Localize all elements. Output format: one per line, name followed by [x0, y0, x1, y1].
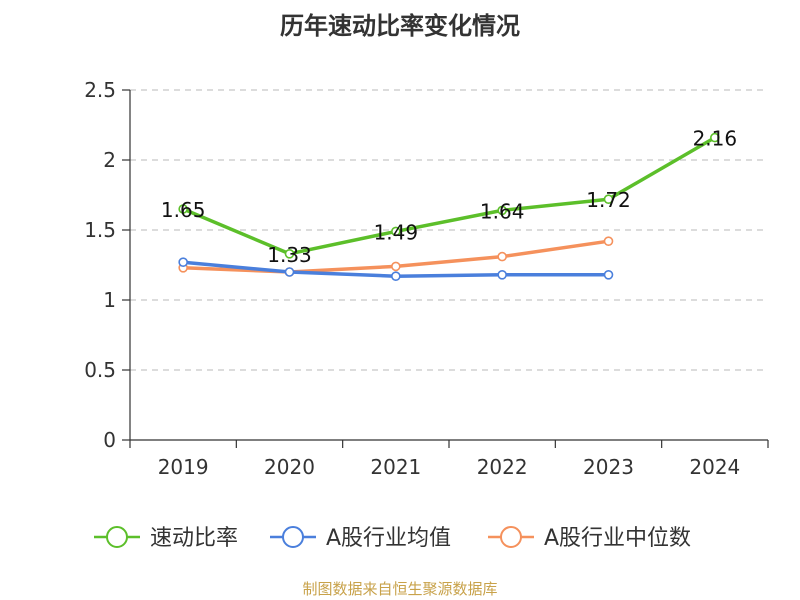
y-tick-label: 0.5 [84, 358, 116, 382]
data-label: 1.65 [161, 198, 206, 222]
grid [130, 89, 768, 371]
series-line-0 [182, 136, 716, 256]
legend-item-2[interactable]: A股行业中位数 [488, 526, 691, 551]
data-point[interactable] [710, 132, 720, 143]
legend-item-0[interactable]: 速动比率 [94, 526, 238, 551]
series-group [178, 132, 720, 282]
x-tick-label: 2021 [370, 455, 421, 479]
legend-item-1[interactable]: A股行业均值 [270, 526, 451, 551]
data-point[interactable] [391, 261, 401, 272]
data-point[interactable] [603, 194, 614, 204]
data-label: 1.49 [374, 220, 419, 244]
data-point[interactable] [284, 267, 295, 277]
legend-label: 速动比率 [150, 526, 238, 551]
data-point[interactable] [497, 205, 507, 216]
data-point[interactable] [391, 226, 401, 237]
data-label: 2.16 [693, 127, 738, 151]
x-tick-label: 2023 [583, 455, 634, 479]
data-labels: 1.65 1.33 1.49 1.64 1.72 2.16 [161, 127, 737, 267]
data-point[interactable] [391, 271, 401, 282]
y-tick-label: 1.5 [84, 218, 116, 242]
data-point[interactable] [603, 236, 614, 246]
y-tick-label: 0 [103, 428, 116, 452]
legend-swatch-marker [500, 526, 522, 548]
data-label: 1.64 [480, 199, 525, 223]
y-tick-label: 2 [103, 148, 116, 172]
legend[interactable]: 速动比率 A股行业均值 A股行业中位数 [94, 526, 691, 551]
data-point[interactable] [603, 269, 614, 280]
x-tick-label: 2022 [477, 455, 528, 479]
source-note: 制图数据来自恒生聚源数据库 [302, 580, 497, 598]
legend-label: A股行业均值 [326, 526, 451, 551]
legend-swatch-marker [282, 526, 304, 548]
legend-swatch-marker [106, 526, 128, 548]
axes: 0 0.5 1 1.5 2 2.5 2019 2020 2021 2022 2023 2024 [84, 78, 769, 479]
data-point[interactable] [497, 251, 507, 262]
chart-title: 历年速动比率变化情况 [280, 12, 520, 40]
y-tick-label: 2.5 [84, 78, 116, 102]
data-label: 1.72 [586, 188, 631, 212]
data-label: 1.33 [267, 243, 312, 267]
x-tick-label: 2024 [689, 455, 740, 479]
y-tick-label: 1 [103, 288, 116, 312]
data-point[interactable] [178, 257, 188, 268]
legend-label: A股行业中位数 [544, 526, 691, 551]
x-tick-label: 2020 [264, 455, 315, 479]
x-tick-label: 2019 [158, 455, 209, 479]
data-point[interactable] [497, 269, 507, 280]
data-point[interactable] [178, 204, 188, 214]
data-point[interactable] [284, 249, 295, 259]
